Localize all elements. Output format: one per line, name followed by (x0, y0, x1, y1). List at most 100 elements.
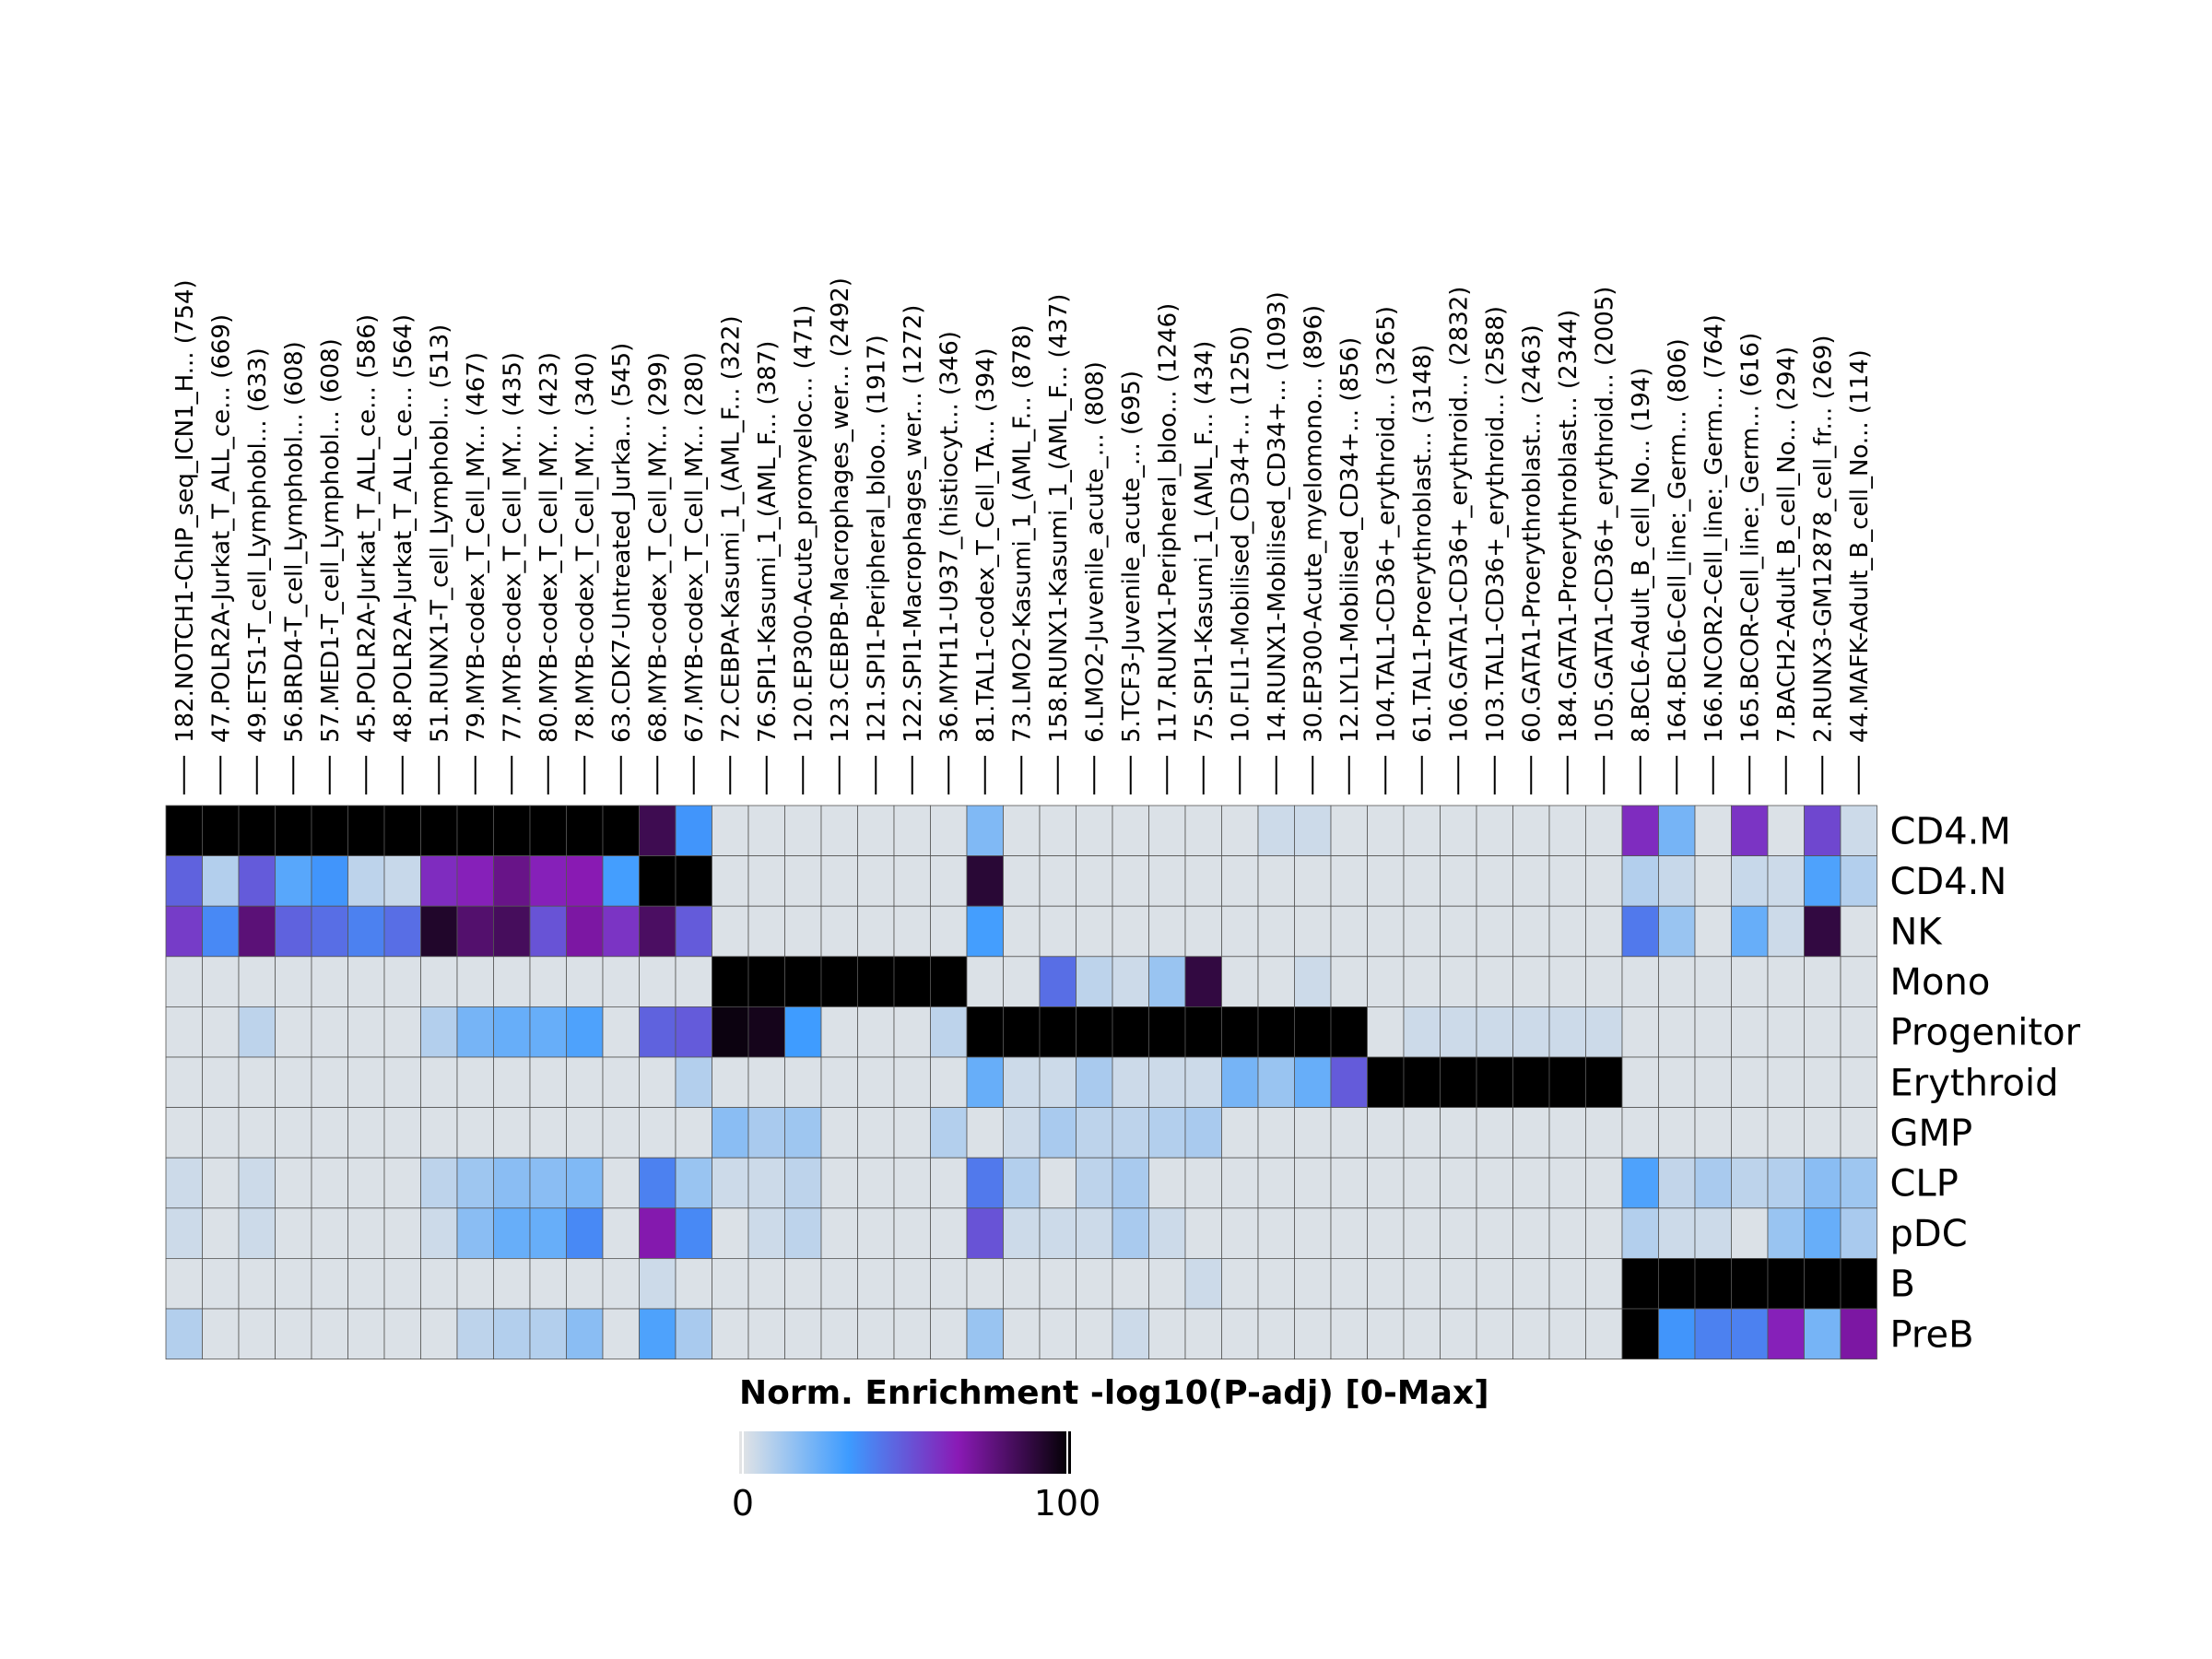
heatmap-cell (311, 855, 348, 907)
heatmap-cell (784, 1157, 822, 1209)
heatmap-cell (1221, 1308, 1259, 1359)
heatmap-cell (275, 1006, 312, 1058)
heatmap-cell (1585, 1308, 1623, 1359)
heatmap-cell (311, 1056, 348, 1108)
heatmap-cell (1112, 855, 1149, 907)
column-label: 63.CDK7-Untreated_Jurka... (545) (608, 343, 636, 743)
heatmap-cell (966, 956, 1004, 1007)
heatmap-cell (456, 1056, 494, 1108)
heatmap-cell (784, 855, 822, 907)
heatmap-cell (1731, 1258, 1769, 1310)
heatmap-cell (1294, 956, 1332, 1007)
heatmap-cell (347, 905, 385, 958)
heatmap-cell (202, 855, 240, 907)
heatmap-cell (1840, 1308, 1877, 1359)
heatmap-cell (1221, 805, 1259, 856)
heatmap-cell (1403, 1258, 1441, 1310)
heatmap-cell (1148, 855, 1186, 907)
heatmap-cell (420, 1006, 458, 1058)
heatmap-cell (1658, 1107, 1696, 1159)
heatmap-cell (1476, 1006, 1513, 1058)
row-labels: CD4.M CD4.N NK Mono Progenitor Erythroid GMP CL… (1890, 810, 2081, 1356)
heatmap-cell (1367, 805, 1405, 856)
column-label: 44.MAFK-Adult_B_cell_No... (114) (1846, 349, 1874, 743)
heatmap-cell (1840, 905, 1877, 958)
heatmap-cell (347, 956, 385, 1007)
heatmap-cell (1039, 1006, 1077, 1058)
heatmap-cell (820, 1056, 858, 1108)
column-label: 60.GATA1-Proerythroblast... (2463) (1518, 324, 1546, 743)
heatmap-cell (1221, 1157, 1259, 1209)
heatmap-cell (1585, 956, 1623, 1007)
heatmap-cell (1148, 1207, 1186, 1259)
heatmap-cell (1476, 855, 1513, 907)
heatmap-cell (1076, 956, 1113, 1007)
column-label: 14.RUNX1-Mobilised_CD34+... (1093) (1264, 291, 1291, 743)
row-label: CD4.N (1890, 861, 2007, 903)
heatmap-cell (820, 1308, 858, 1359)
heatmap-cell (1112, 1207, 1149, 1259)
heatmap-cell (456, 1157, 494, 1209)
heatmap-cell (1367, 1006, 1405, 1058)
heatmap-cell (1767, 855, 1805, 907)
heatmap-cell (383, 855, 421, 907)
heatmap-cell (820, 855, 858, 907)
heatmap-cell (1621, 1056, 1659, 1108)
column-label: 72.CEBPA-Kasumi_1_(AML_F... (322) (717, 315, 745, 743)
heatmap-cell (1731, 1207, 1769, 1259)
row-label: PreB (1890, 1313, 1974, 1356)
heatmap-cell (1694, 1056, 1732, 1108)
heatmap-cell (1294, 855, 1332, 907)
column-label: 117.RUNX1-Peripheral_bloo... (1246) (1154, 303, 1182, 743)
heatmap-cell (1621, 905, 1659, 958)
heatmap-cell (1548, 1157, 1586, 1209)
column-label: 73.LMO2-Kasumi_1_(AML_F... (878) (1008, 324, 1036, 743)
heatmap-cell (1512, 1308, 1550, 1359)
column-label: 123.CEBPB-Macrophages_wer... (2492) (827, 277, 854, 743)
heatmap-cell (893, 1258, 931, 1310)
heatmap-cell (1403, 1157, 1441, 1209)
heatmap-cell (1512, 905, 1550, 958)
heatmap-cell (1367, 1207, 1405, 1259)
heatmap-cell (1440, 1107, 1477, 1159)
heatmap-cell (1003, 1157, 1041, 1209)
heatmap-cell (493, 1308, 531, 1359)
heatmap-cell (202, 1258, 240, 1310)
heatmap-cell (347, 1157, 385, 1209)
column-label: 80.MYB-codex_T_Cell_MY... (423) (535, 352, 563, 743)
heatmap-cell (602, 1056, 640, 1108)
heatmap-cell (1221, 1056, 1259, 1108)
column-label: 184.GATA1-Proerythroblast... (2344) (1555, 310, 1583, 743)
heatmap-cell (1112, 905, 1149, 958)
heatmap-cell (602, 1107, 640, 1159)
heatmap-cell (529, 1056, 567, 1108)
heatmap-cell (493, 1056, 531, 1108)
column-label: 76.SPI1-Kasumi_1_(AML_F... (387) (754, 341, 782, 743)
heatmap-cell (1367, 1308, 1405, 1359)
heatmap-cell (966, 1258, 1004, 1310)
heatmap-cell (1257, 1157, 1295, 1209)
heatmap-cell (1476, 956, 1513, 1007)
heatmap-cell (1658, 1207, 1696, 1259)
heatmap-cell (1767, 1006, 1805, 1058)
heatmap-cell (1330, 855, 1368, 907)
heatmap-cell (383, 905, 421, 958)
heatmap-cell (420, 905, 458, 958)
heatmap-cell (1694, 855, 1732, 907)
heatmap-cell (893, 1308, 931, 1359)
heatmap-cell (675, 1006, 712, 1058)
heatmap-cell (456, 1258, 494, 1310)
heatmap-cell (675, 1157, 712, 1209)
heatmap-cell (820, 1157, 858, 1209)
heatmap-cell (311, 1157, 348, 1209)
heatmap-cell (238, 1258, 276, 1310)
heatmap-cell (311, 1107, 348, 1159)
heatmap-cell (1403, 1308, 1441, 1359)
heatmap-cell (493, 1157, 531, 1209)
heatmap-cell (1476, 905, 1513, 958)
heatmap-cell (857, 1006, 895, 1058)
heatmap-cell (1294, 1207, 1332, 1259)
heatmap-cell (1476, 805, 1513, 856)
heatmap-cell (930, 1258, 968, 1310)
heatmap-cell (1804, 905, 1841, 958)
